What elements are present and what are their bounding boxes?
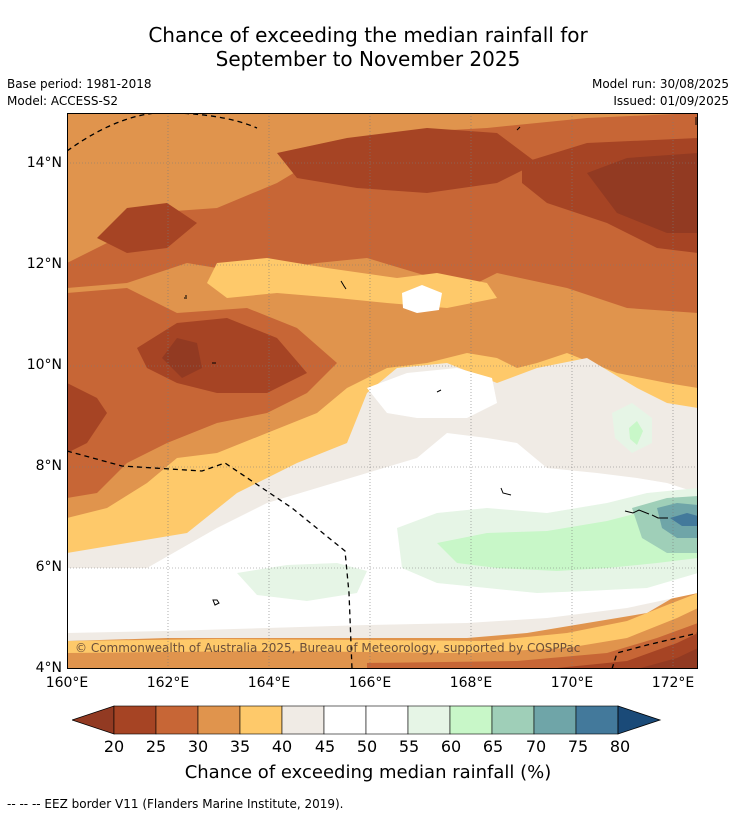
region-south-below-20 — [637, 648, 698, 669]
colorbar-swatch — [113, 705, 157, 735]
colorbar-tick: 70 — [525, 737, 547, 756]
colorbar-label: Chance of exceeding median rainfall (%) — [184, 762, 552, 783]
region-20-25-northwest — [97, 203, 197, 253]
colorbar-tick: 30 — [187, 737, 209, 756]
colorbar-tick: 50 — [356, 737, 378, 756]
lat-tick: 4°N — [35, 660, 62, 676]
lat-tick: 12°N — [26, 256, 62, 272]
colorbar-swatch — [575, 705, 619, 735]
issued-date: Issued: 01/09/2025 — [613, 94, 729, 108]
region-south-30-35 — [67, 608, 698, 669]
colorbar — [72, 705, 662, 735]
region-20-25-north — [277, 128, 537, 193]
colorbar-swatch — [155, 705, 199, 735]
region-45-55-north — [367, 368, 497, 418]
region-20-25-far-west — [67, 383, 107, 453]
region-75-80 — [670, 513, 698, 526]
lon-tick: 170°E — [550, 675, 594, 691]
lat-tick: 8°N — [35, 458, 62, 474]
colorbar-swatch — [365, 705, 409, 735]
colorbar-swatch — [491, 705, 535, 735]
region-55-60-west — [237, 563, 367, 601]
lon-tick: 164°E — [247, 675, 291, 691]
map-title-line1: Chance of exceeding the median rainfall … — [148, 23, 588, 47]
colorbar-tick: 40 — [271, 737, 293, 756]
colorbar-swatch — [407, 705, 451, 735]
lon-tick: 166°E — [348, 675, 392, 691]
model-run: Model run: 30/08/2025 — [591, 77, 729, 91]
colorbar-tick: 55 — [398, 737, 420, 756]
colorbar-swatch — [239, 705, 283, 735]
eez-legend-note: -- -- -- EEZ border V11 (Flanders Marine… — [7, 797, 344, 811]
island-outlines — [184, 117, 697, 606]
colorbar-tick: 35 — [229, 737, 251, 756]
colorbar-tick: 60 — [440, 737, 462, 756]
colorbar-swatch — [281, 705, 325, 735]
colorbar-tick: 25 — [145, 737, 167, 756]
colorbar-tick: 20 — [103, 737, 125, 756]
region-below-20-core — [162, 338, 202, 378]
map-title-line2: September to November 2025 — [215, 47, 521, 71]
colorbar-over-arrow — [617, 705, 662, 735]
lon-tick: 160°E — [45, 675, 89, 691]
region-south-20-25 — [547, 633, 698, 669]
colorbar-tick: 65 — [482, 737, 504, 756]
region-60-65-east — [629, 421, 643, 445]
region-45-55-hole — [402, 285, 442, 313]
lon-tick: 168°E — [449, 675, 493, 691]
model-name: Model: ACCESS-S2 — [7, 94, 119, 108]
lat-tick: 14°N — [26, 155, 62, 171]
colorbar-swatch — [323, 705, 367, 735]
copyright-notice: © Commonwealth of Australia 2025, Bureau… — [75, 641, 581, 655]
lat-tick: 10°N — [26, 357, 62, 373]
rainfall-map — [67, 113, 698, 669]
colorbar-swatch — [533, 705, 577, 735]
lon-tick: 172°E — [651, 675, 695, 691]
map-frame — [67, 113, 698, 669]
lon-tick: 162°E — [146, 675, 190, 691]
colorbar-under-arrow — [72, 705, 115, 735]
colorbar-tick: 45 — [314, 737, 336, 756]
eez-border — [67, 113, 698, 669]
colorbar-swatch — [197, 705, 241, 735]
region-60-65 — [437, 503, 698, 571]
colorbar-tick: 80 — [609, 737, 631, 756]
region-below-20-ne — [587, 153, 698, 233]
colorbar-tick: 75 — [567, 737, 589, 756]
graticule — [67, 113, 698, 669]
colorbar-swatch — [449, 705, 493, 735]
base-period: Base period: 1981-2018 — [7, 77, 152, 91]
lat-tick: 6°N — [35, 559, 62, 575]
